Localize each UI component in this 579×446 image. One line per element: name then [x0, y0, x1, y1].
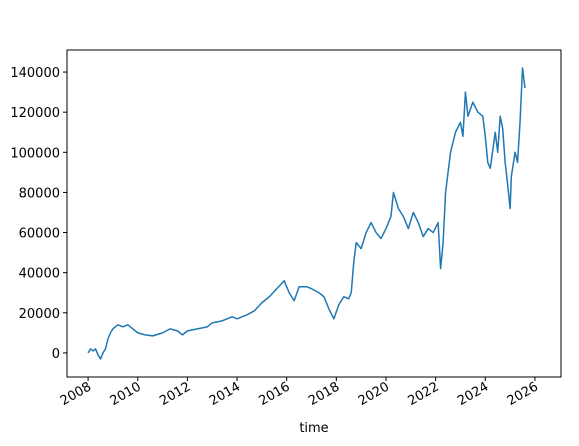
- x-tick-label: 2018: [306, 379, 342, 409]
- y-tick-label: 20000: [19, 307, 60, 322]
- line: [87, 67, 526, 360]
- y-tick-label: 140000: [10, 66, 60, 81]
- plot-frame: [66, 49, 562, 378]
- y-tick-label: 0: [52, 347, 60, 362]
- x-tick-label: 2016: [257, 379, 293, 409]
- x-tick-label: 2008: [58, 379, 94, 409]
- x-tick-label: 2020: [356, 379, 392, 409]
- x-tick-label: 2024: [455, 379, 491, 409]
- x-tick-label: 2012: [157, 379, 193, 409]
- x-tick-label: 2026: [505, 379, 541, 409]
- x-tick-label: 2014: [207, 379, 243, 409]
- y-tick-label: 40000: [19, 267, 60, 282]
- y-tick-label: 120000: [10, 106, 60, 121]
- x-axis-label: time: [299, 421, 328, 436]
- x-tick-label: 2010: [108, 379, 144, 409]
- y-tick-label: 60000: [19, 227, 60, 242]
- y-tick-label: 100000: [10, 146, 60, 161]
- y-tick-label: 80000: [19, 186, 60, 201]
- x-tick-label: 2022: [405, 379, 441, 409]
